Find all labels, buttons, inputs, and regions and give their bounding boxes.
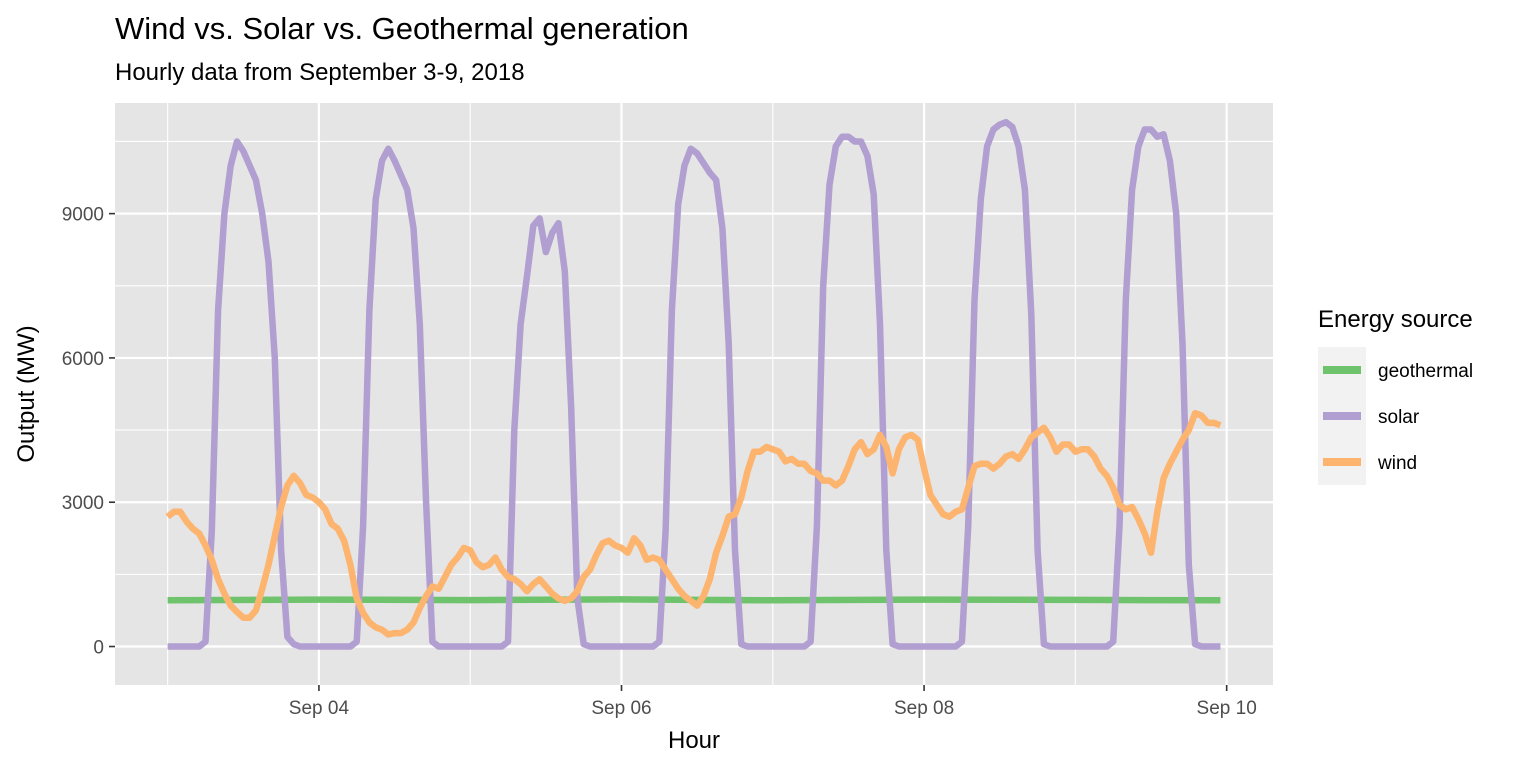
series-layer <box>165 118 1222 650</box>
x-axis-title: Hour <box>668 727 720 754</box>
legend-item-wind: wind <box>1318 439 1417 485</box>
x-tick-label: Sep 04 <box>289 698 350 719</box>
legend-item-geothermal: geothermal <box>1318 347 1473 393</box>
x-axis: Sep 04 Sep 06 Sep 08 Sep 10 <box>289 685 1257 719</box>
minor-gridlines <box>115 103 1273 685</box>
y-tick-label: 0 <box>93 638 104 659</box>
legend-title: Energy source <box>1318 306 1473 333</box>
x-tick-label: Sep 10 <box>1197 698 1257 719</box>
chart-title: Wind vs. Solar vs. Geothermal generation <box>115 11 689 46</box>
series-line-solar <box>167 118 1221 650</box>
legend: Energy source geothermal solar wind <box>1318 306 1473 485</box>
legend-item-solar: solar <box>1318 393 1420 439</box>
plot-panel <box>115 103 1273 685</box>
y-axis: 0 3000 6000 9000 <box>62 205 115 659</box>
series-line-wind <box>165 409 1222 638</box>
y-tick-label: 9000 <box>62 205 104 226</box>
x-tick-label: Sep 08 <box>894 698 954 719</box>
chart-subtitle: Hourly data from September 3-9, 2018 <box>115 59 525 86</box>
y-tick-label: 3000 <box>62 493 104 514</box>
y-tick-label: 6000 <box>62 349 104 370</box>
legend-label-wind: wind <box>1377 453 1417 474</box>
y-axis-title: Output (MW) <box>13 325 40 462</box>
legend-label-solar: solar <box>1378 407 1420 428</box>
x-tick-label: Sep 06 <box>591 698 651 719</box>
legend-label-geothermal: geothermal <box>1378 361 1473 382</box>
